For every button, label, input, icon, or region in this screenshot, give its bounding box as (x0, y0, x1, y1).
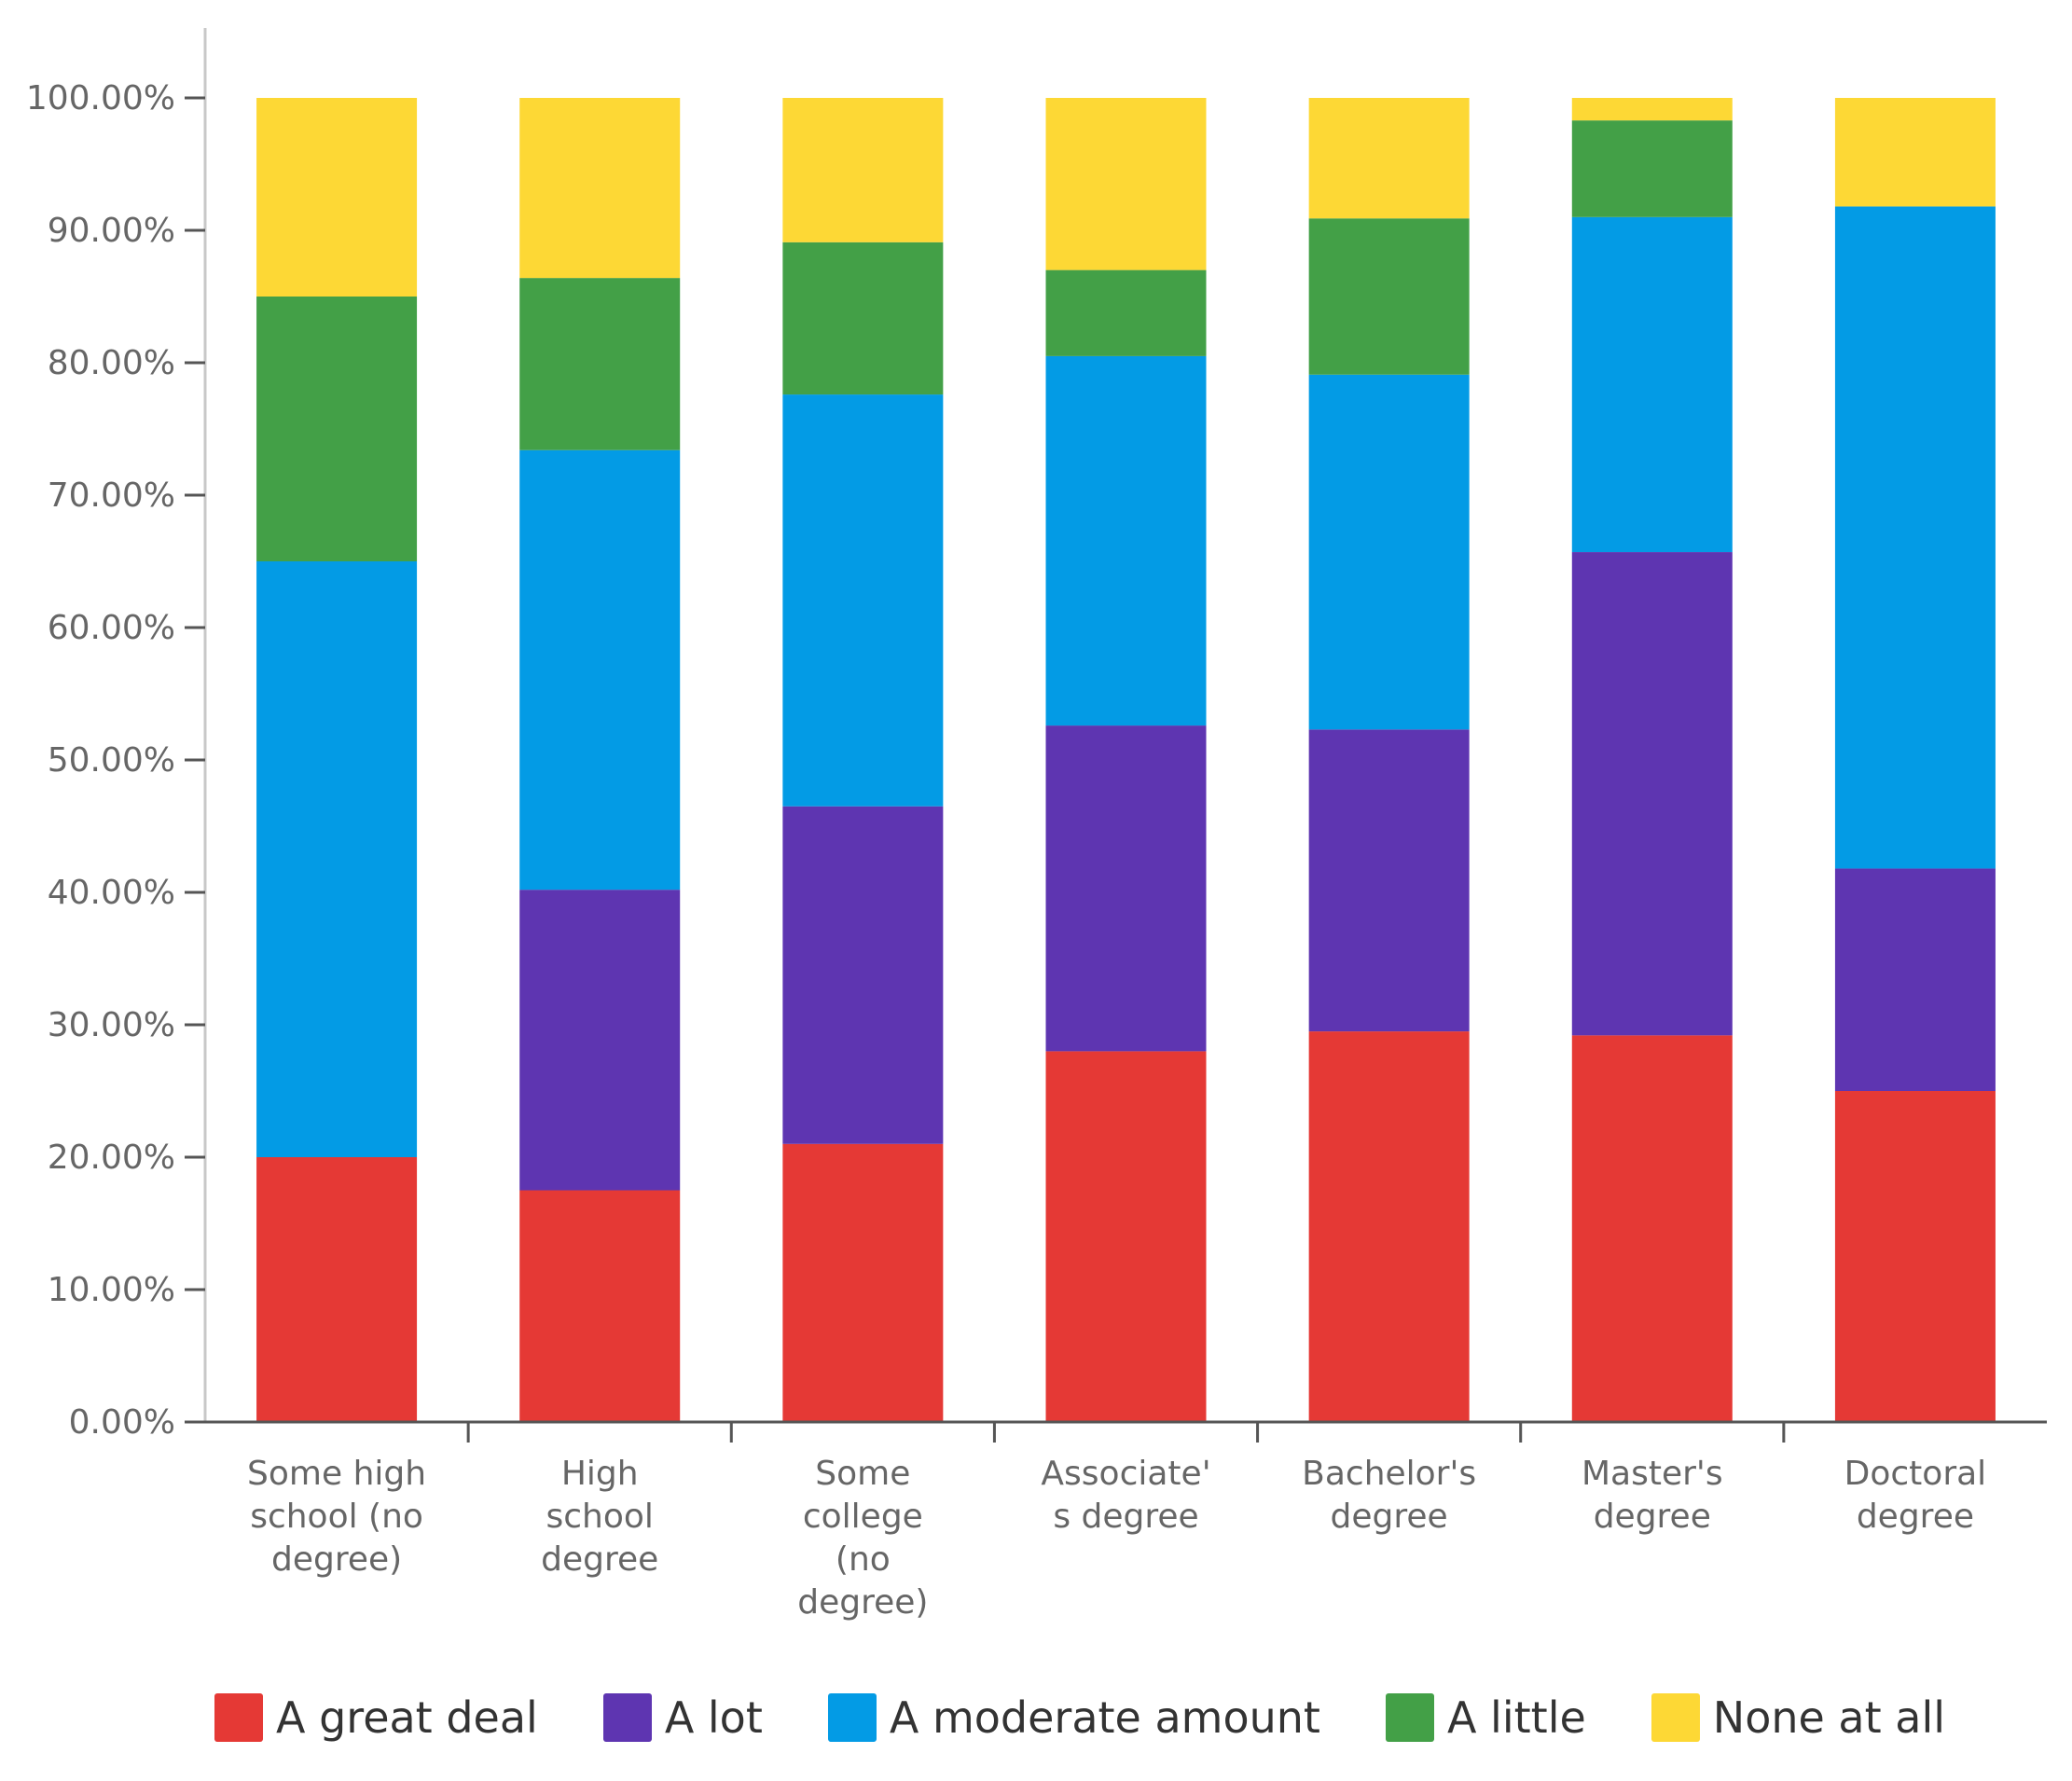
x-category-label: Some high school (no degree) (247, 1455, 426, 1579)
bar-segment-none-at-all (1571, 98, 1733, 121)
x-category-label: Associate' s degree (1041, 1455, 1210, 1536)
bar-segment-none-at-all (519, 98, 681, 279)
legend-swatch-a-moderate-amount (827, 1693, 877, 1742)
bar-segment-a-little (519, 278, 681, 450)
y-tick-label: 90.00% (48, 212, 175, 250)
bar-segment-a-lot (1834, 868, 1996, 1091)
x-category-label: Bachelor's degree (1302, 1455, 1476, 1536)
legend-swatch-a-lot (602, 1693, 652, 1742)
bar-segment-none-at-all (1308, 98, 1470, 219)
bar-segment-a-great-deal (256, 1157, 418, 1422)
bar-group (256, 98, 418, 1422)
bar-segment-a-little (1308, 218, 1470, 375)
x-category-label: Master's degree (1582, 1455, 1723, 1536)
legend-swatch-a-great-deal (214, 1693, 263, 1742)
bar-segment-a-lot (519, 890, 681, 1191)
legend-item-a-moderate-amount: A moderate amount (827, 1692, 1320, 1743)
bar-segment-a-little (1045, 269, 1207, 356)
bar-segment-a-little (256, 297, 418, 561)
bar-segment-a-lot (1308, 729, 1470, 1032)
legend-swatch-a-little (1385, 1693, 1434, 1742)
bar-segment-a-lot (1571, 552, 1733, 1036)
bar-segment-a-little (782, 242, 944, 395)
x-category-label: Doctoral degree (1844, 1455, 1987, 1536)
bar-segment-none-at-all (256, 98, 418, 297)
bar-segment-none-at-all (782, 98, 944, 242)
y-tick-label: 60.00% (48, 609, 175, 647)
y-tick-label: 10.00% (48, 1271, 175, 1309)
bar-segment-a-moderate-amount (1571, 216, 1733, 553)
legend-label-a-great-deal: A great deal (276, 1692, 538, 1743)
bar-segment-a-great-deal (1045, 1051, 1207, 1422)
bars (256, 98, 1996, 1422)
y-tick-label: 100.00% (26, 79, 175, 117)
bar-segment-a-moderate-amount (1308, 374, 1470, 730)
bar-segment-a-great-deal (782, 1143, 944, 1422)
bar-group (1045, 98, 1207, 1422)
x-axis: Some high school (no degree) High school degr… (205, 1420, 2047, 1622)
x-category-label: Some college (no degree) (797, 1455, 928, 1622)
bar-group (1571, 98, 1733, 1422)
bar-segment-a-moderate-amount (1045, 355, 1207, 726)
legend-item-none-at-all: None at all (1651, 1692, 1945, 1743)
bar-segment-a-moderate-amount (519, 449, 681, 890)
legend-label-a-moderate-amount: A moderate amount (889, 1692, 1320, 1743)
bar-group (1834, 98, 1996, 1422)
bar-segment-a-lot (1045, 725, 1207, 1052)
y-tick-label: 20.00% (48, 1139, 175, 1177)
y-tick-label: 50.00% (48, 741, 175, 780)
legend-label-a-lot: A lot (664, 1692, 763, 1743)
y-tick-label: 30.00% (48, 1006, 175, 1044)
legend-swatch-none-at-all (1651, 1693, 1700, 1742)
bar-segment-a-moderate-amount (782, 394, 944, 807)
bar-group (519, 98, 681, 1422)
legend-item-a-great-deal: A great deal (214, 1692, 538, 1743)
x-category-label: High school degree (541, 1455, 658, 1579)
bar-segment-a-moderate-amount (1834, 206, 1996, 869)
bar-segment-a-great-deal (1834, 1091, 1996, 1422)
y-tick-label: 70.00% (48, 476, 175, 515)
y-tick-label: 40.00% (48, 874, 175, 912)
bar-segment-a-great-deal (1571, 1035, 1733, 1422)
bar-segment-a-little (1571, 120, 1733, 217)
bar-segment-none-at-all (1045, 98, 1207, 270)
legend: A great deal A lot A moderate amount A l… (214, 1692, 2010, 1743)
legend-item-a-little: A little (1385, 1692, 1586, 1743)
bar-segment-a-great-deal (1308, 1031, 1470, 1422)
bar-segment-none-at-all (1834, 98, 1996, 207)
legend-label-none-at-all: None at all (1712, 1692, 1946, 1743)
legend-item-a-lot: A lot (602, 1692, 763, 1743)
bar-group (1308, 98, 1470, 1422)
bar-segment-a-moderate-amount (256, 561, 418, 1157)
legend-label-a-little: A little (1446, 1692, 1586, 1743)
y-axis: 0.00% 10.00% 20.00% 30.00% 40.00% 50.00% 60.00… (26, 28, 207, 1442)
y-tick-label: 80.00% (48, 344, 175, 382)
y-tick-label: 0.00% (69, 1403, 175, 1442)
bar-segment-a-great-deal (519, 1190, 681, 1422)
bar-group (782, 98, 944, 1422)
bar-segment-a-lot (782, 806, 944, 1144)
stacked-bar-chart: 0.00% 10.00% 20.00% 30.00% 40.00% 50.00% 60.00… (26, 28, 2047, 1622)
